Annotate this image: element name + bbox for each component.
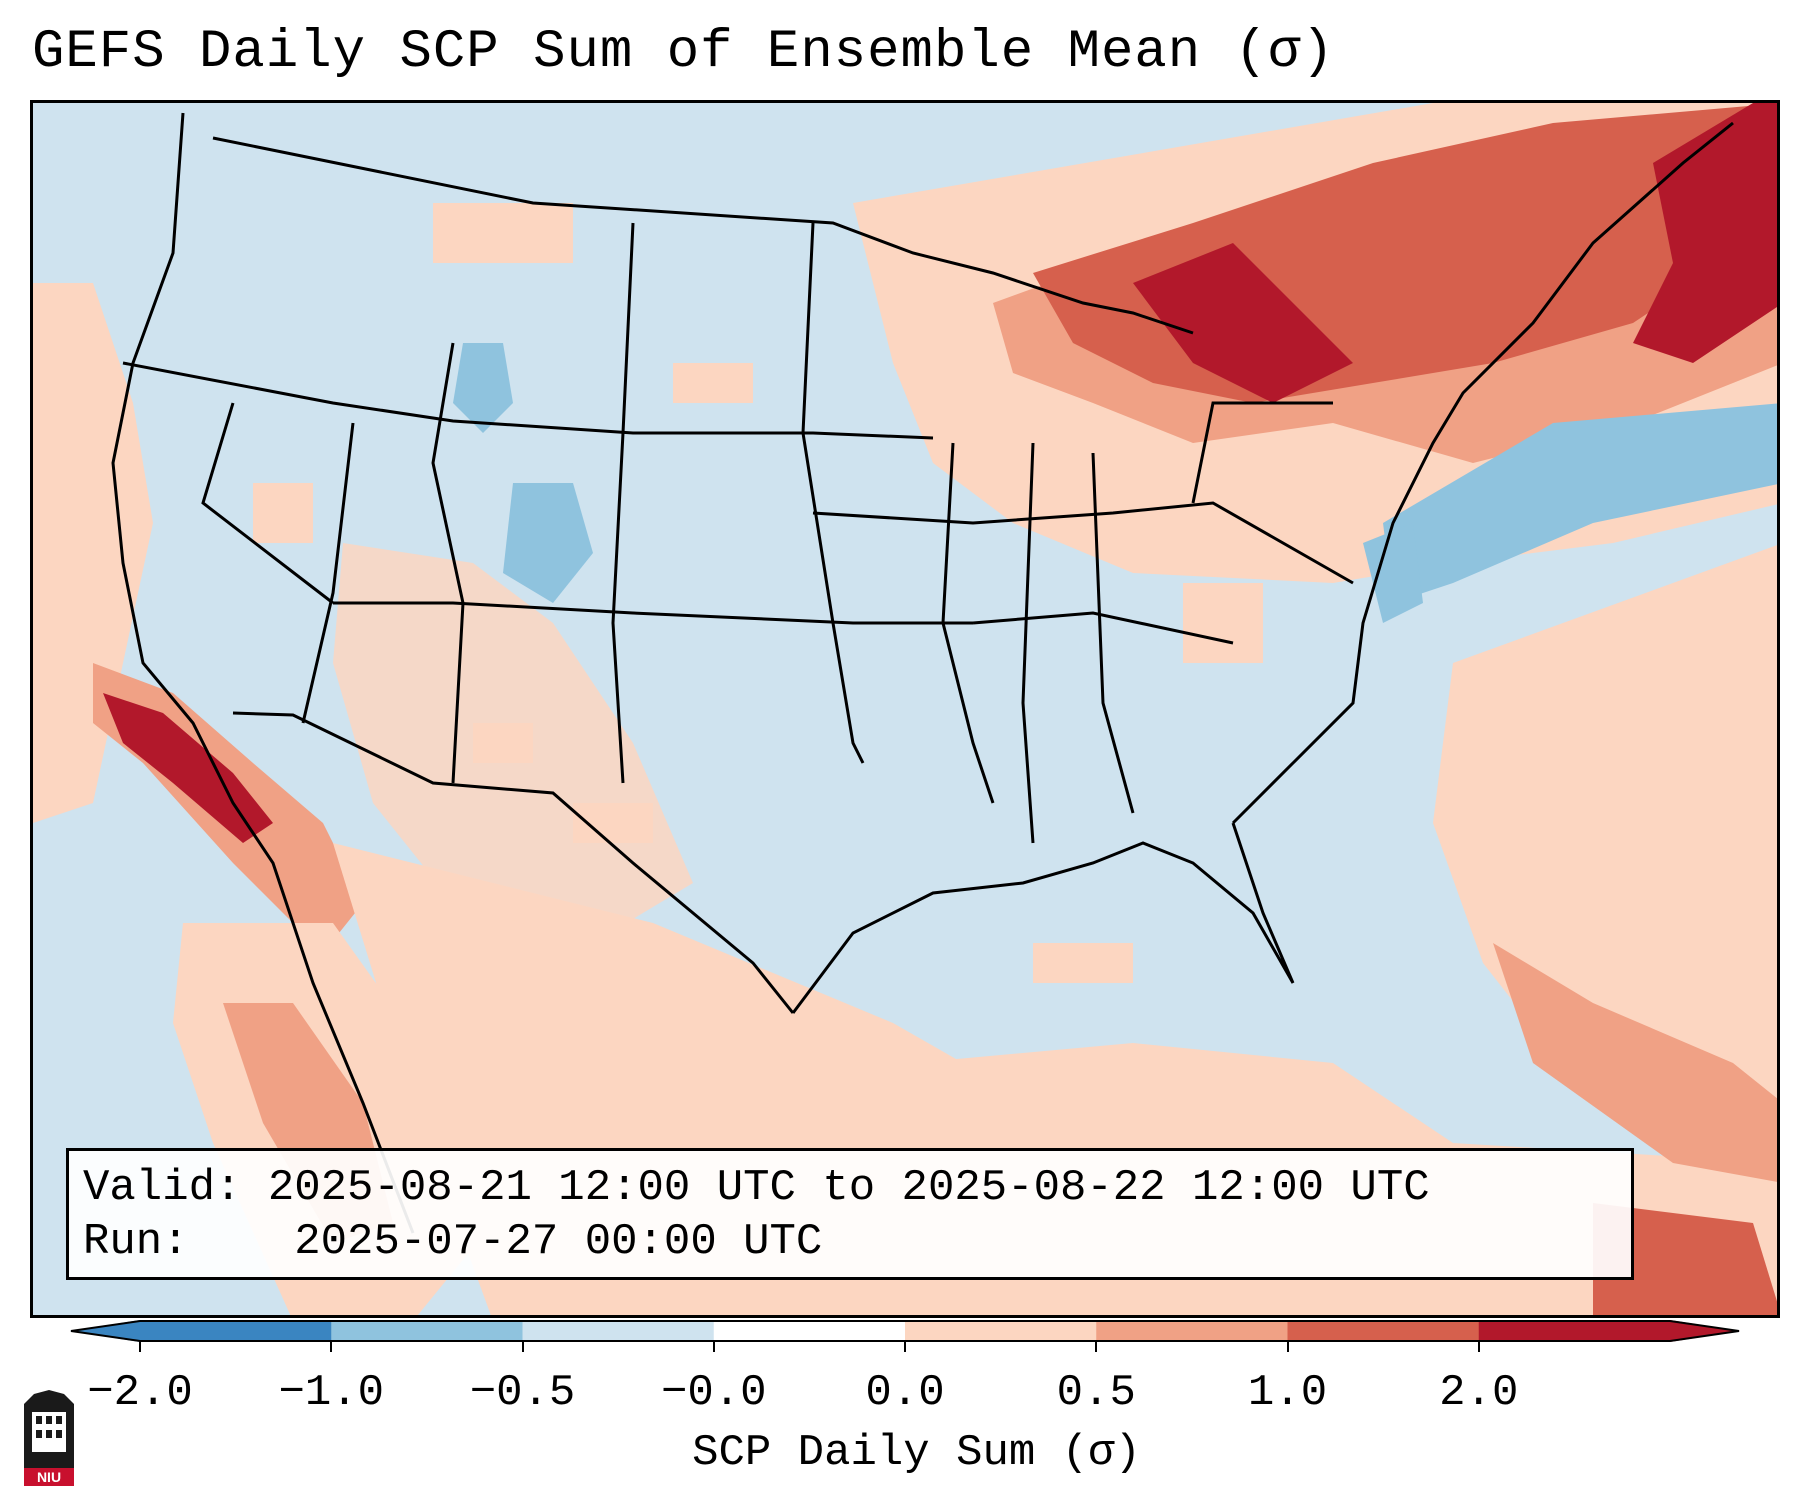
colorbar-tick-mark xyxy=(330,1340,333,1352)
state-line xyxy=(431,342,465,784)
run-label: Run: xyxy=(83,1217,189,1267)
run-value: 2025-07-27 00:00 UTC xyxy=(294,1217,823,1267)
colorbar-segment xyxy=(905,1320,1097,1342)
colorbar-tick-mark xyxy=(139,1340,141,1352)
anomaly-speck xyxy=(1033,943,1133,983)
state-line xyxy=(812,501,1354,585)
colorbar-segment xyxy=(140,1320,332,1342)
state-line xyxy=(122,361,934,440)
colorbar-tick-label: −2.0 xyxy=(87,1368,193,1418)
border-us-mexico xyxy=(232,711,795,1014)
colorbar xyxy=(70,1320,1740,1342)
colorbar-tick-mark xyxy=(521,1340,524,1352)
colorbar-tick-mark xyxy=(1286,1340,1289,1352)
colorbar-tick-label: −0.0 xyxy=(660,1368,767,1418)
logo-text: NIU xyxy=(37,1469,61,1485)
state-line xyxy=(301,422,355,724)
coast-east xyxy=(1231,121,1734,825)
border-us-canada xyxy=(212,136,1194,335)
anomaly-speck xyxy=(473,723,533,763)
anomaly-speck xyxy=(673,363,753,403)
colorbar-tick-label: 1.0 xyxy=(1247,1368,1328,1418)
anomaly-region-wyoming-cool xyxy=(453,343,513,433)
valid-row: Valid: 2025-08-21 12:00 UTC to 2025-08-2… xyxy=(83,1161,1631,1215)
anomaly-speck xyxy=(253,483,313,543)
colorbar-segment xyxy=(1287,1320,1480,1342)
state-line xyxy=(201,402,334,605)
colorbar-tick-label: −1.0 xyxy=(278,1368,385,1418)
colorbar-tick-label: −0.5 xyxy=(469,1368,576,1418)
state-line xyxy=(611,222,635,784)
anomaly-region-chesapeake-cool xyxy=(1363,523,1423,623)
coast-west xyxy=(111,112,415,1234)
anomaly-speck xyxy=(573,803,653,843)
anomaly-speck xyxy=(1183,583,1263,663)
colorbar-segment xyxy=(1478,1320,1671,1342)
colorbar-label: SCP Daily Sum (σ) xyxy=(692,1428,1141,1478)
state-line xyxy=(333,601,973,625)
colorbar-extend-low xyxy=(70,1320,140,1342)
anomaly-region-socal-strong xyxy=(103,693,273,843)
colorbar-segment xyxy=(1096,1320,1288,1342)
map-panel[interactable] xyxy=(30,100,1780,1318)
anomaly-region-maine-core xyxy=(1633,103,1777,363)
colorbar-tick-label: 0.0 xyxy=(865,1368,945,1418)
anomaly-fields xyxy=(33,103,1777,1315)
chart-title: GEFS Daily SCP Sum of Ensemble Mean (σ) xyxy=(32,22,1335,83)
anomaly-region-atlantic-cool xyxy=(1383,403,1777,603)
state-line xyxy=(801,222,865,764)
map-canvas xyxy=(33,103,1777,1315)
colorbar-segment xyxy=(331,1320,523,1342)
state-line xyxy=(1021,442,1035,844)
colorbar-segment xyxy=(713,1320,906,1342)
anomaly-speck xyxy=(433,203,573,263)
colorbar-tick-mark xyxy=(1095,1340,1098,1352)
run-row: Run: 2025-07-27 00:00 UTC xyxy=(83,1215,1631,1269)
colorbar-segment xyxy=(522,1320,715,1342)
valid-value: 2025-08-21 12:00 UTC to 2025-08-22 12:00… xyxy=(267,1163,1430,1213)
state-line xyxy=(972,611,1234,645)
colorbar-tick-label: 0.5 xyxy=(1056,1368,1136,1418)
colorbar-tick-mark xyxy=(1477,1340,1480,1352)
state-line xyxy=(941,442,995,804)
valid-label: Valid: xyxy=(83,1163,242,1213)
colorbar-tick-label: 2.0 xyxy=(1439,1368,1519,1418)
anomaly-region-lakes-core xyxy=(1133,243,1353,403)
coast-gulf xyxy=(791,822,1295,1014)
state-line xyxy=(1191,401,1333,504)
colorbar-tick-mark xyxy=(712,1340,715,1352)
niu-logo: NIU xyxy=(24,1390,74,1486)
anomaly-region-atlantic-med xyxy=(1493,943,1777,1182)
valid-run-info-box: Valid: 2025-08-21 12:00 UTC to 2025-08-2… xyxy=(66,1148,1634,1280)
state-line xyxy=(1091,452,1135,814)
anomaly-region-caribbean xyxy=(1593,1203,1777,1315)
colorbar-ticks: −2.0 −1.0 −0.5 −0.0 0.0 0.5 1.0 2.0 xyxy=(0,1350,1803,1418)
colorbar-extend-high xyxy=(1670,1320,1740,1342)
colorbar-tick-mark xyxy=(904,1340,906,1352)
anomaly-region-colorado-cool xyxy=(503,483,593,603)
boundary-lines xyxy=(111,112,1734,1234)
